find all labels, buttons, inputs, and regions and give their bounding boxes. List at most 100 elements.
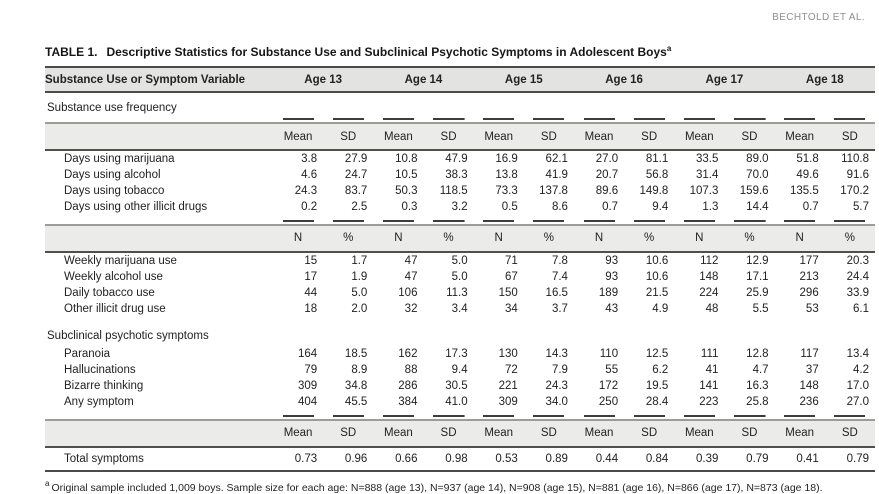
stat-header-cell: Mean (674, 414, 725, 448)
table-title: TABLE 1. Descriptive Statistics for Subst… (45, 45, 875, 60)
value-cell: 33.9 (846, 286, 869, 299)
value-cell: 0.7 (802, 201, 819, 213)
column-header-age-13: Age 13 (273, 66, 374, 93)
stat-header-cell: Mean (373, 118, 424, 151)
value-cell: 12.5 (645, 348, 669, 360)
value-cell: 34 (504, 302, 518, 315)
value-cell: 7.8 (551, 254, 568, 267)
table-number-label: TABLE 1. (45, 45, 98, 59)
value-cell: 0.3 (401, 201, 418, 213)
stat-header-cell: SD (724, 118, 775, 151)
row-label: Daily tobacco use (64, 286, 155, 299)
stat-header-cell: % (624, 219, 675, 253)
row-label: Bizarre thinking (64, 380, 144, 392)
value-cell: 1.7 (351, 254, 368, 267)
value-cell: 0.2 (301, 201, 318, 213)
value-cell: 30.5 (445, 380, 468, 392)
value-cell: 221 (498, 380, 518, 392)
row-label: Total symptoms (45, 446, 273, 472)
value-cell: 44 (304, 286, 318, 299)
value-cell: 296 (799, 286, 819, 299)
stat-header-spacer (45, 219, 273, 253)
value-cell: 50.3 (395, 185, 418, 197)
value-cell: 62.1 (545, 153, 568, 165)
table-row: Bizarre thinking 309 34.8 286 30.5 221 24.3 172… (45, 378, 875, 394)
value-cell: 10.5 (395, 169, 418, 181)
table-title-text: Descriptive Statistics for Substance Use… (106, 45, 667, 59)
value-cell: 4.6 (301, 169, 318, 181)
value-cell: 14.4 (746, 201, 769, 213)
value-cell: 223 (699, 396, 719, 408)
stat-header-cell: SD (624, 414, 675, 448)
value-cell: 19.5 (645, 380, 669, 392)
table-row: Weekly marijuana use 15 1.7 47 5.0 71 7.8 93 10.… (45, 252, 875, 269)
value-cell: 6.2 (652, 364, 669, 376)
table-row: Hallucinations 79 8.9 88 9.4 72 7.9 55 6.2 41 4.7 3… (45, 362, 875, 378)
value-cell: 250 (598, 396, 619, 408)
value-cell: 0.41 (774, 446, 825, 472)
value-cell: 27.0 (846, 396, 869, 408)
value-cell: 73.3 (495, 185, 518, 197)
section-title-row: Substance use frequency (45, 92, 875, 118)
value-cell: 71 (504, 254, 518, 267)
value-cell: 0.79 (824, 446, 875, 472)
stat-header-cell: SD (323, 414, 374, 448)
value-cell: 14.3 (545, 348, 568, 360)
value-cell: 213 (799, 270, 819, 283)
value-cell: 27.9 (344, 153, 368, 165)
value-cell: 172 (598, 380, 619, 392)
column-header-age-18: Age 18 (774, 66, 875, 93)
stat-header-cell: Mean (373, 414, 424, 448)
value-cell: 111 (700, 348, 719, 360)
value-cell: 12.8 (746, 348, 769, 360)
value-cell: 41.0 (445, 396, 468, 408)
value-cell: 112 (700, 254, 719, 267)
value-cell: 309 (498, 396, 518, 408)
value-cell: 10.8 (395, 153, 418, 165)
stat-header-row: Mean SD Mean SD Mean SD Mean SD Mean SD Mean SD (45, 118, 875, 151)
value-cell: 25.9 (746, 286, 769, 299)
value-cell: 88 (404, 364, 418, 376)
value-cell: 93 (605, 270, 619, 283)
value-cell: 41.9 (545, 169, 568, 181)
stat-header-cell: SD (824, 414, 875, 448)
value-cell: 24.4 (846, 270, 869, 283)
value-cell: 3.7 (551, 302, 568, 315)
value-cell: 7.4 (551, 270, 568, 283)
row-label: Hallucinations (64, 364, 136, 376)
value-cell: 45.5 (344, 396, 368, 408)
value-cell: 37 (805, 364, 819, 376)
value-cell: 110 (599, 348, 619, 360)
value-cell: 4.9 (652, 302, 669, 315)
table-row: Days using alcohol 4.6 24.7 10.5 38.3 13.8 41.… (45, 167, 875, 183)
stat-header-cell: SD (323, 118, 374, 151)
value-cell: 159.6 (739, 185, 769, 197)
value-cell: 106 (398, 286, 418, 299)
stat-header-cell: N (573, 219, 625, 253)
value-cell: 24.3 (545, 380, 568, 392)
row-label: Days using alcohol (64, 169, 161, 181)
value-cell: 43 (605, 302, 619, 315)
value-cell: 32 (404, 302, 418, 315)
value-cell: 107.3 (689, 185, 719, 197)
value-cell: 0.79 (724, 446, 775, 472)
value-cell: 83.7 (344, 185, 368, 197)
value-cell: 16.5 (545, 286, 568, 299)
stat-header-cell: % (523, 219, 574, 253)
value-cell: 10.6 (645, 254, 669, 267)
value-cell: 11.3 (446, 286, 468, 299)
value-cell: 0.96 (323, 446, 374, 472)
value-cell: 0.84 (624, 446, 675, 472)
stat-header-cell: % (323, 219, 374, 253)
value-cell: 24.7 (344, 169, 368, 181)
stat-header-cell: N (473, 219, 524, 253)
section-title: Substance use frequency (47, 102, 177, 114)
stat-header-cell: Mean (473, 118, 524, 151)
value-cell: 224 (699, 286, 719, 299)
value-cell: 164 (297, 348, 318, 360)
footnote-marker: a (45, 479, 50, 488)
table1-block: TABLE 1. Descriptive Statistics for Subst… (45, 45, 875, 494)
running-head: BECHTOLD ET AL. (772, 12, 865, 23)
column-header-variable: Substance Use or Symptom Variable (45, 66, 273, 93)
stat-header-cell: SD (824, 118, 875, 151)
